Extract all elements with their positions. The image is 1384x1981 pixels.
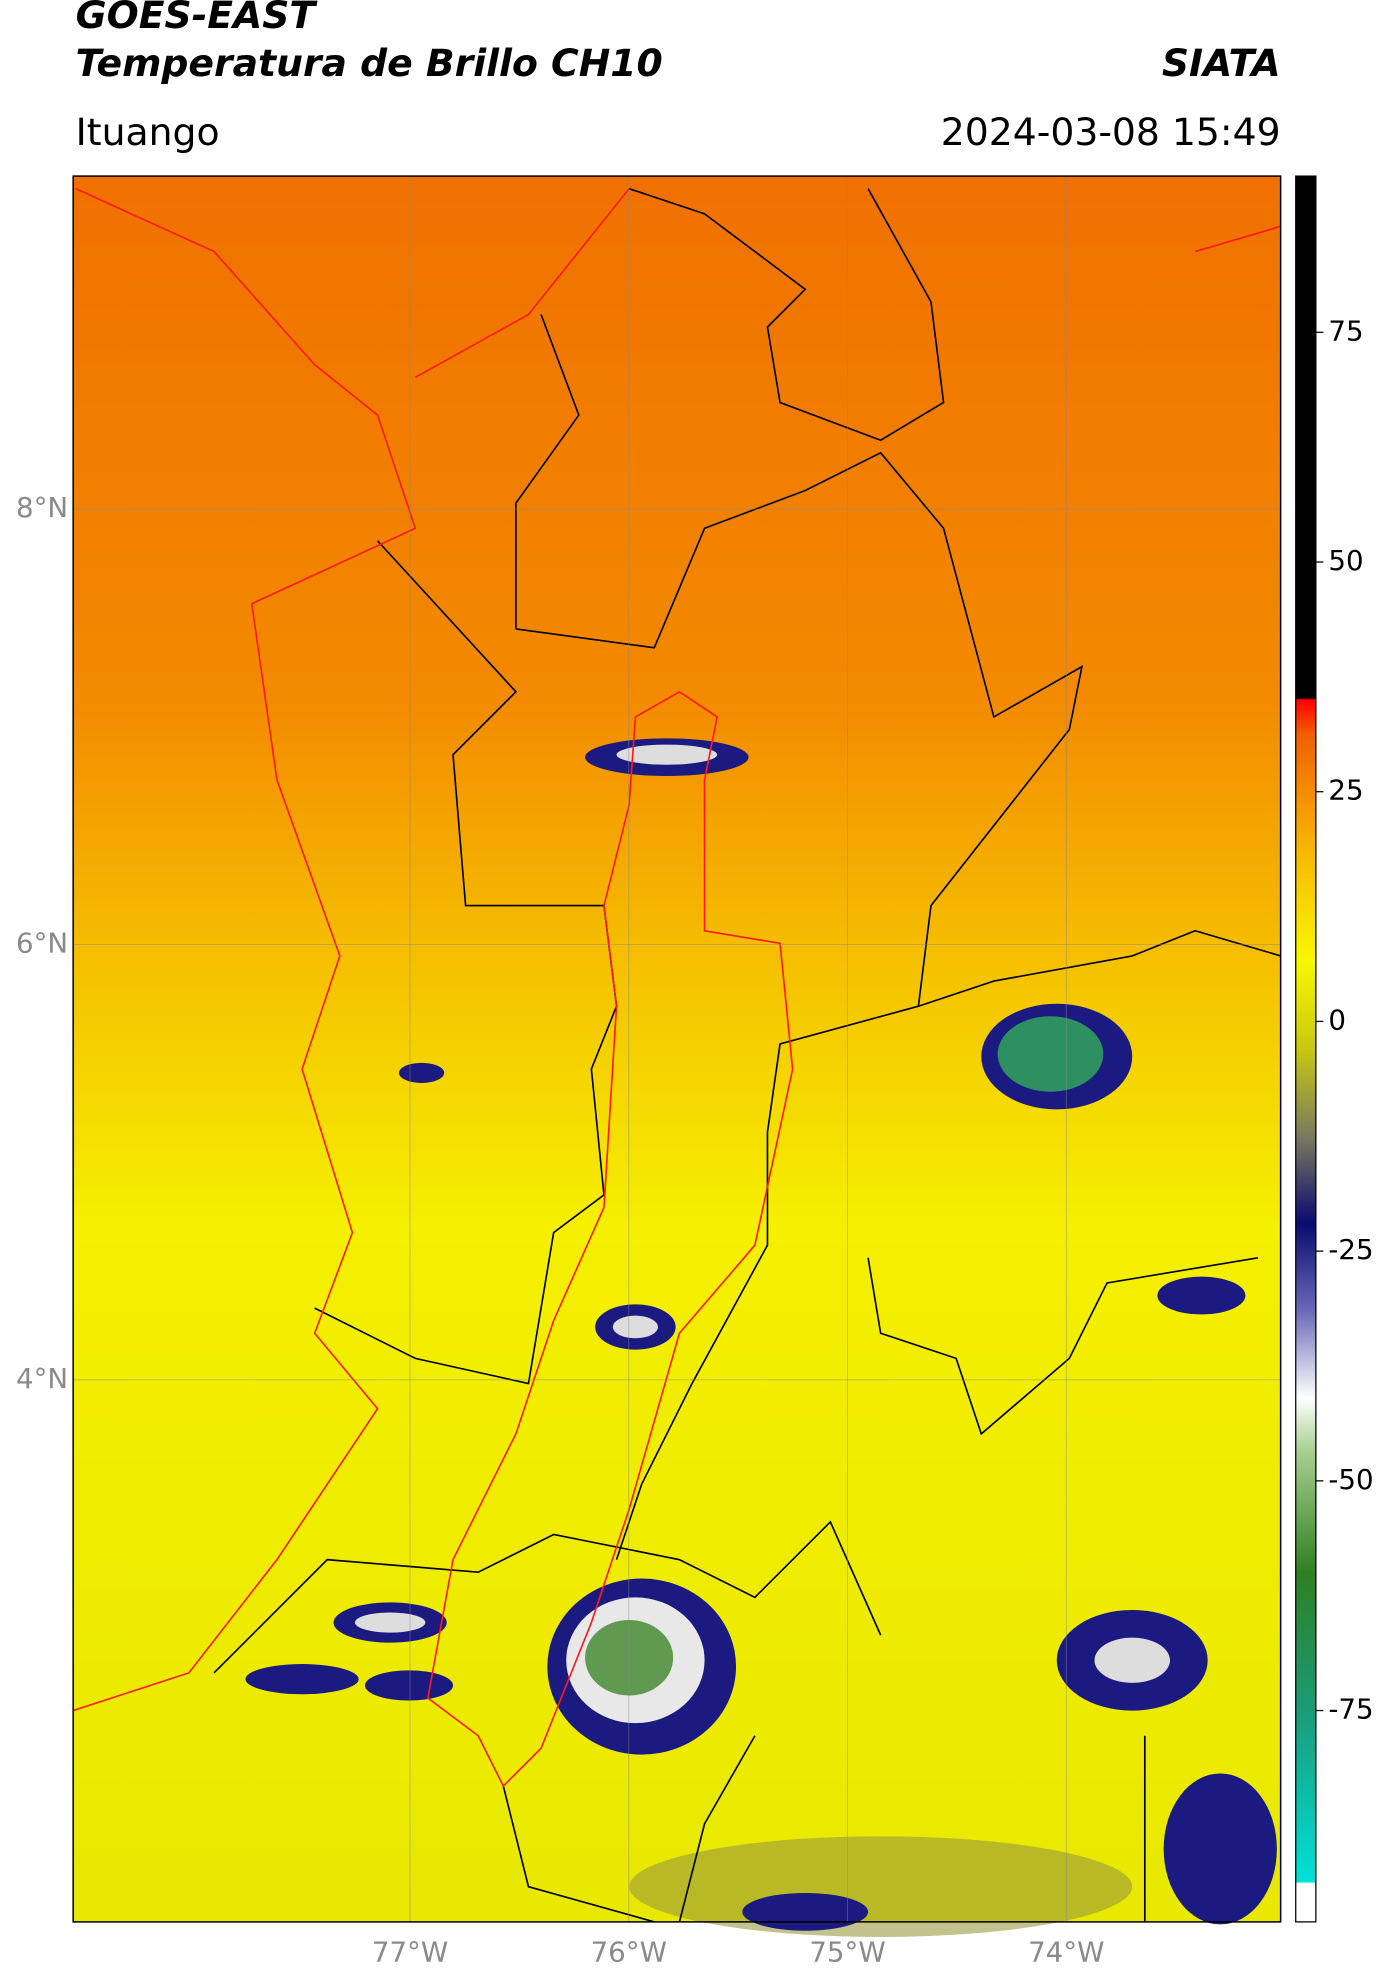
colorbar-scale <box>1295 175 1317 1923</box>
colorbar-tick-label: 75 <box>1328 314 1363 347</box>
colorbar-tick-label: -25 <box>1328 1233 1373 1266</box>
clouds <box>245 738 1277 1937</box>
colorbar-tick-label: -75 <box>1328 1693 1373 1726</box>
river-basin <box>72 187 1281 1788</box>
y-tick-label: 8°N <box>16 491 68 524</box>
x-tick-label: 75°W <box>809 1935 885 1968</box>
source: SIATA <box>1162 41 1281 85</box>
colorbar-tick-label: 25 <box>1328 774 1363 807</box>
subtitle: Temperatura de Brillo CH10 <box>76 41 663 85</box>
y-tick-label: 4°N <box>16 1362 68 1395</box>
datetime: 2024-03-08 15:49 <box>941 110 1281 154</box>
x-tick-label: 76°W <box>591 1935 667 1968</box>
colorbar-tick-label: 50 <box>1328 544 1363 577</box>
colorbar-tick-label: -50 <box>1328 1463 1373 1496</box>
colorbar-tick-label: 0 <box>1328 1003 1346 1036</box>
x-tick-label: 77°W <box>372 1935 448 1968</box>
map-frame <box>72 175 1282 1923</box>
colorbar: 75 50 25 0 -25 -50 -75 <box>1295 175 1374 1923</box>
map <box>72 175 1282 1937</box>
y-tick-label: 6°N <box>16 927 68 960</box>
title: GOES-EAST <box>76 0 319 37</box>
boundaries <box>213 187 1281 1923</box>
x-tick-label: 74°W <box>1028 1935 1104 1968</box>
location: Ituango <box>76 110 220 154</box>
